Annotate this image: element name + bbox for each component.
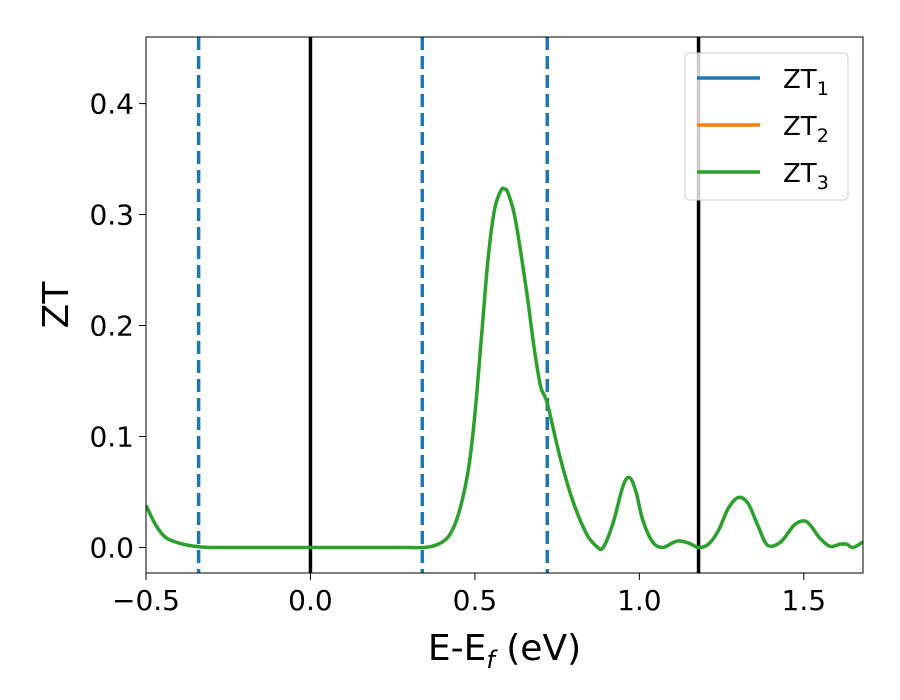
legend-label-3: ZT3 xyxy=(783,159,829,194)
x-tick-label: 0.5 xyxy=(453,584,498,617)
plot-frame xyxy=(145,36,864,574)
legend-box xyxy=(684,52,849,201)
x-axis: −0.5 0.0 0.5 1.0 1.5 xyxy=(112,573,826,617)
legend-label-2: ZT2 xyxy=(783,112,829,147)
y-tick-label: 0.3 xyxy=(89,199,134,232)
x-tick-label: 0.0 xyxy=(288,584,333,617)
legend-label-1: ZT1 xyxy=(783,65,829,100)
x-tick-label: −0.5 xyxy=(112,584,180,617)
y-tick-label: 0.0 xyxy=(89,531,134,564)
zt-curve xyxy=(146,186,863,552)
legend: ZT1 ZT2 ZT3 xyxy=(684,52,849,201)
x-tick-label: 1.0 xyxy=(617,584,662,617)
y-tick-label: 0.1 xyxy=(89,421,134,454)
y-tick-label: 0.2 xyxy=(89,310,134,343)
x-axis-title: E-Ef (eV) xyxy=(428,628,581,674)
y-axis-title: ZT xyxy=(36,281,77,329)
y-tick-label: 0.4 xyxy=(89,88,134,121)
y-axis: 0.0 0.1 0.2 0.3 0.4 xyxy=(89,88,146,564)
x-tick-label: 1.5 xyxy=(782,584,827,617)
